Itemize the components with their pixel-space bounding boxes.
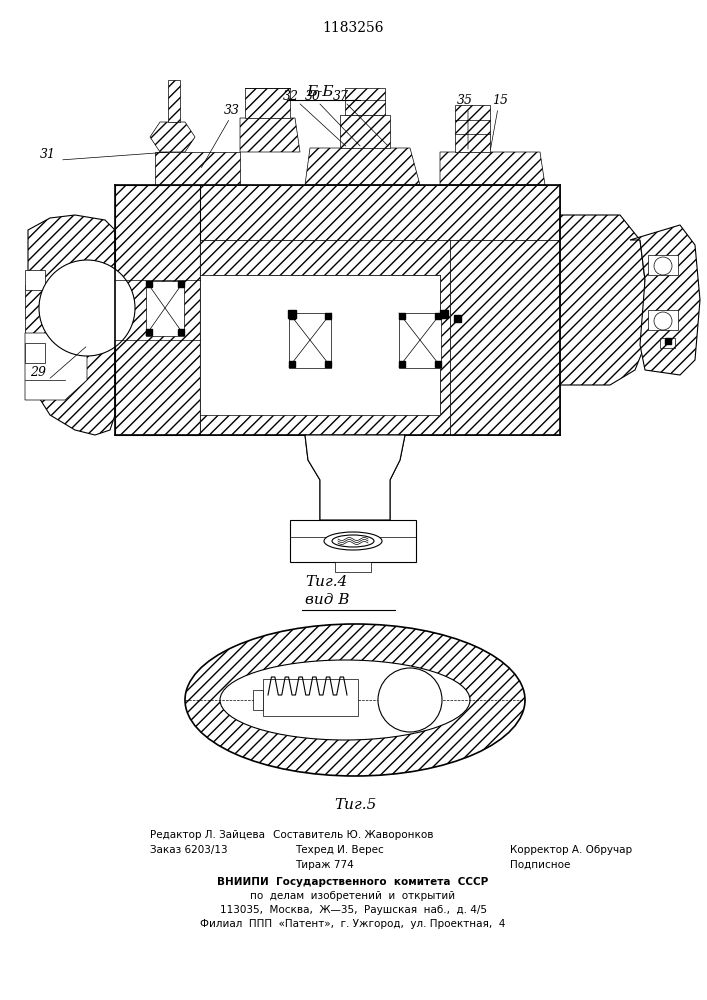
Bar: [440, 310, 448, 318]
Text: 113035,  Москва,  Ж—35,  Раушская  наб.,  д. 4/5: 113035, Москва, Ж—35, Раушская наб., д. …: [219, 905, 486, 915]
Bar: [335, 562, 371, 572]
Bar: [289, 361, 295, 367]
Text: Составитель Ю. Жаворонков: Составитель Ю. Жаворонков: [273, 830, 433, 840]
Bar: [648, 255, 678, 275]
Polygon shape: [115, 185, 560, 240]
Bar: [25, 270, 45, 290]
Text: 29: 29: [30, 365, 46, 378]
Bar: [178, 281, 184, 287]
Bar: [146, 281, 184, 336]
Bar: [455, 105, 490, 152]
Bar: [146, 329, 152, 335]
Polygon shape: [25, 333, 87, 400]
Text: Тираж 774: Тираж 774: [295, 860, 354, 870]
Ellipse shape: [220, 660, 470, 740]
Bar: [168, 80, 180, 122]
Text: 33: 33: [224, 104, 240, 116]
Text: Редактор Л. Зайцева: Редактор Л. Зайцева: [150, 830, 265, 840]
Bar: [253, 690, 263, 710]
Bar: [665, 338, 671, 344]
Polygon shape: [440, 152, 545, 185]
Polygon shape: [28, 215, 115, 435]
Text: 30: 30: [305, 90, 321, 103]
Text: по  делам  изобретений  и  открытий: по делам изобретений и открытий: [250, 891, 455, 901]
Text: Τиг.5: Τиг.5: [334, 798, 376, 812]
Circle shape: [654, 257, 672, 275]
Text: 35: 35: [457, 94, 473, 106]
Circle shape: [39, 260, 135, 356]
Bar: [289, 313, 331, 368]
Polygon shape: [155, 152, 240, 185]
Bar: [325, 313, 331, 319]
Text: 37: 37: [333, 90, 349, 103]
Bar: [289, 313, 295, 319]
Polygon shape: [150, 122, 195, 152]
Bar: [435, 361, 441, 367]
Text: 15: 15: [492, 94, 508, 106]
Polygon shape: [560, 215, 645, 385]
Bar: [648, 310, 678, 330]
Text: 31: 31: [40, 148, 56, 161]
Bar: [178, 329, 184, 335]
Bar: [399, 313, 441, 368]
Bar: [435, 313, 441, 319]
Bar: [340, 115, 390, 148]
Text: Τиг.4: Τиг.4: [305, 575, 347, 589]
Bar: [146, 281, 152, 287]
Bar: [288, 310, 296, 318]
Polygon shape: [240, 118, 300, 152]
Bar: [290, 520, 416, 562]
Polygon shape: [200, 275, 440, 415]
Polygon shape: [450, 240, 560, 435]
Bar: [263, 679, 358, 716]
Bar: [660, 338, 675, 348]
Bar: [210, 275, 440, 410]
Text: Корректор А. Обручар: Корректор А. Обручар: [510, 845, 632, 855]
Circle shape: [654, 312, 672, 330]
Bar: [325, 361, 331, 367]
Bar: [399, 313, 405, 319]
Bar: [25, 343, 45, 363]
Text: 32: 32: [283, 90, 299, 103]
Polygon shape: [305, 148, 420, 185]
Ellipse shape: [324, 532, 382, 550]
Text: Б-Б: Б-Б: [306, 85, 334, 99]
Text: вид В: вид В: [305, 593, 349, 607]
Polygon shape: [305, 435, 405, 520]
Ellipse shape: [185, 624, 525, 776]
Circle shape: [378, 668, 442, 732]
Bar: [245, 88, 290, 118]
Text: Техред И. Верес: Техред И. Верес: [295, 845, 384, 855]
Text: Филиал  ППП  «Патент»,  г. Ужгород,  ул. Проектная,  4: Филиал ППП «Патент», г. Ужгород, ул. Про…: [200, 919, 506, 929]
Bar: [345, 88, 385, 115]
Bar: [399, 361, 405, 367]
Bar: [25, 285, 87, 333]
Text: ВНИИПИ  Государственного  комитета  СССР: ВНИИПИ Государственного комитета СССР: [217, 877, 489, 887]
Text: 1183256: 1183256: [322, 21, 384, 35]
Polygon shape: [200, 240, 450, 435]
Bar: [454, 315, 461, 322]
Polygon shape: [630, 225, 700, 375]
Text: Подписное: Подписное: [510, 860, 571, 870]
Ellipse shape: [332, 535, 374, 547]
Polygon shape: [305, 435, 405, 520]
Polygon shape: [115, 185, 200, 435]
Text: Заказ 6203/13: Заказ 6203/13: [150, 845, 228, 855]
